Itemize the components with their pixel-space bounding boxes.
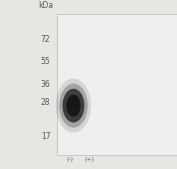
Text: 36: 36 [41,80,50,89]
Ellipse shape [56,79,91,133]
Ellipse shape [59,84,88,128]
Text: (-): (-) [66,157,73,162]
Text: 17: 17 [41,132,50,141]
Text: 55: 55 [41,57,50,66]
Ellipse shape [66,95,81,117]
Bar [57,14,177,155]
Text: kDa: kDa [38,1,53,10]
Text: 28: 28 [41,99,50,107]
Text: (+): (+) [84,157,94,162]
Text: 72: 72 [41,35,50,44]
Ellipse shape [62,89,84,123]
